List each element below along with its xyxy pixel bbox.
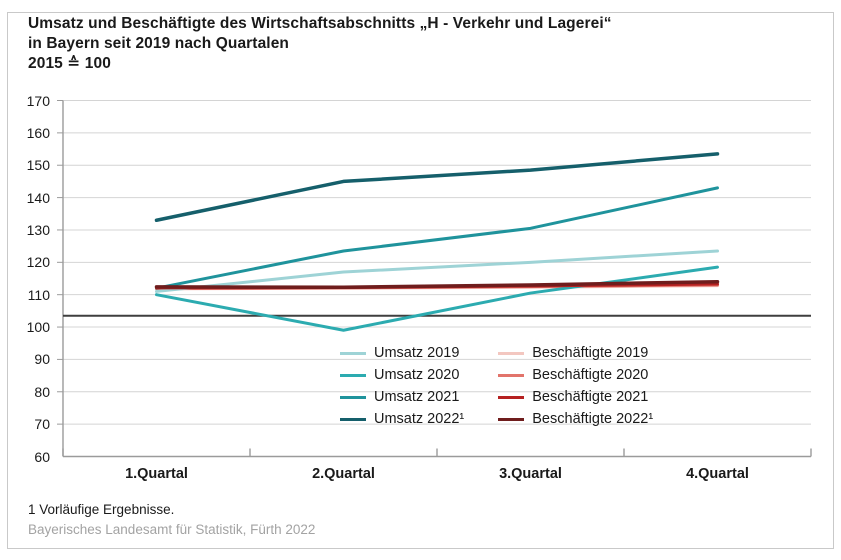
- legend-line-swatch: [340, 351, 366, 355]
- series-line-umsatz-2019: [155, 249, 719, 293]
- legend-line-swatch: [498, 373, 525, 377]
- legend-item: Umsatz 2020: [340, 364, 464, 386]
- legend-line-swatch: [340, 395, 366, 399]
- y-axis-label: 150: [26, 157, 50, 174]
- x-axis-label: 1.Quartal: [125, 466, 188, 482]
- chart-title-line1: Umsatz und Beschäftigte des Wirtschaftsa…: [28, 15, 612, 32]
- series-line-umsatz-2021: [155, 186, 719, 290]
- y-axis-label: 140: [26, 189, 50, 206]
- legend-item: Beschäftigte 2022¹: [498, 408, 653, 430]
- y-axis-label: 130: [26, 221, 50, 238]
- legend-column-umsatz: Umsatz 2019 Umsatz 2020 Umsatz 2021 Umsa…: [340, 342, 464, 430]
- y-axis-label: 90: [34, 351, 50, 368]
- legend-line-swatch: [498, 351, 525, 355]
- legend-line-swatch: [340, 373, 366, 377]
- legend-label: Umsatz 2019: [374, 345, 460, 361]
- legend-line-swatch: [340, 417, 366, 421]
- series-line-besch-ftigte-2022-: [154, 279, 720, 289]
- legend-label: Umsatz 2022¹: [374, 411, 465, 427]
- legend-label: Beschäftigte 2020: [532, 367, 649, 383]
- chart-title-line2: in Bayern seit 2019 nach Quartalen: [28, 35, 289, 52]
- y-axis-label: 160: [26, 124, 50, 141]
- index-note: 2015 ≙ 100: [28, 55, 111, 72]
- legend-item: Beschäftigte 2019: [498, 342, 653, 364]
- legend-column-beschaeftigte: Beschäftigte 2019 Beschäftigte 2020 Besc…: [498, 342, 653, 430]
- x-axis-label: 3.Quartal: [499, 466, 562, 482]
- legend-label: Beschäftigte 2019: [532, 345, 649, 361]
- chart-title-block: Umsatz und Beschäftigte des Wirtschaftsa…: [28, 14, 612, 74]
- legend-item: Beschäftigte 2021: [498, 386, 653, 408]
- footnote: 1 Vorläufige Ergebnisse.: [28, 502, 175, 517]
- source-credit: Bayerisches Landesamt für Statistik, Für…: [28, 522, 316, 537]
- y-axis-label: 100: [26, 319, 50, 336]
- legend-item: Umsatz 2019: [340, 342, 464, 364]
- legend-label: Beschäftigte 2022¹: [532, 411, 654, 427]
- y-axis-label: 110: [27, 286, 50, 303]
- legend-item: Umsatz 2022¹: [340, 408, 464, 430]
- y-axis-label: 120: [26, 254, 50, 271]
- series-line-umsatz-2020: [155, 265, 719, 332]
- y-axis-label: 80: [34, 383, 50, 400]
- legend-item: Beschäftigte 2020: [498, 364, 653, 386]
- legend-label: Umsatz 2021: [374, 389, 460, 405]
- series-line-umsatz-2022-: [154, 152, 720, 222]
- y-axis-label: 60: [34, 448, 50, 465]
- x-axis-label: 4.Quartal: [686, 466, 749, 482]
- y-axis-label: 70: [34, 416, 50, 433]
- x-axis-label: 2.Quartal: [312, 466, 375, 482]
- legend-label: Umsatz 2020: [374, 367, 460, 383]
- legend-line-swatch: [498, 395, 525, 399]
- legend-line-swatch: [498, 417, 525, 421]
- y-axis-label: 170: [26, 92, 50, 109]
- legend-label: Beschäftigte 2021: [532, 389, 649, 405]
- legend-item: Umsatz 2021: [340, 386, 464, 408]
- chart-legend: Umsatz 2019 Umsatz 2020 Umsatz 2021 Umsa…: [340, 342, 653, 430]
